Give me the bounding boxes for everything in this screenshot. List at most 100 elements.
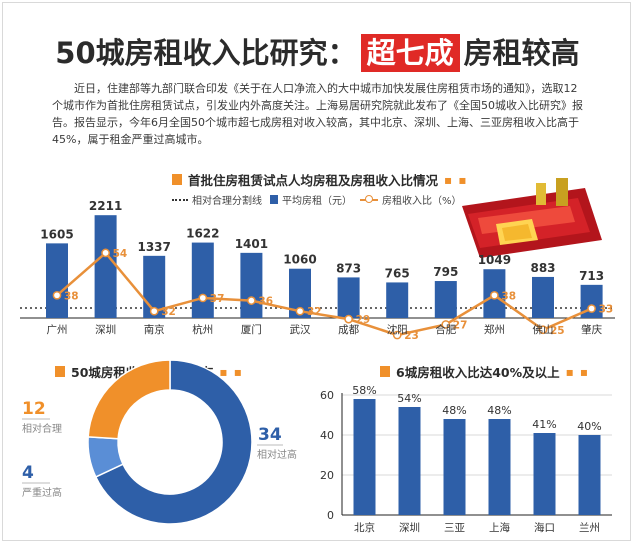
- page-title: 50城房租收入比研究： 超七成 房租较高: [0, 30, 635, 72]
- top-chart-legend: 相对合理分割线 平均房租（元） 房租收入比（%）: [172, 192, 470, 207]
- bar-value-label: 48%: [442, 404, 466, 417]
- legend-threshold-label: 相对合理分割线: [192, 196, 262, 207]
- section-square-icon: [380, 366, 390, 377]
- bar-value-label: 58%: [352, 384, 376, 397]
- city-tick-label: 杭州: [192, 323, 213, 336]
- ratio-bar: [353, 399, 376, 515]
- slice-name-label: 相对合理: [22, 422, 62, 435]
- rent-value-label: 2211: [89, 199, 122, 213]
- ratio-bar: [488, 419, 511, 515]
- rent-value-label: 1622: [186, 227, 219, 241]
- rent-value-label: 1337: [137, 240, 170, 254]
- ratio-label: 37: [210, 293, 225, 305]
- city-tick-label: 海口: [534, 521, 555, 534]
- ratio-label: 23: [404, 330, 419, 342]
- rent-value-label: 795: [433, 265, 458, 279]
- ratio-label: 36: [258, 296, 273, 308]
- rent-bar: [386, 282, 409, 318]
- city-tick-label: 深圳: [399, 522, 420, 534]
- legend-rent: 平均房租（元）: [270, 192, 352, 207]
- city-tick-label: 沈阳: [387, 323, 408, 336]
- rent-bar: [532, 276, 554, 318]
- slice-name-label: 相对过高: [257, 448, 297, 461]
- ratio-label: 25: [550, 325, 565, 337]
- ratio-point: [101, 248, 110, 258]
- section-square-icon: [172, 174, 182, 185]
- ratio-label: 38: [501, 290, 516, 302]
- line-marker-icon: [360, 194, 378, 203]
- top-chart-title: 首批住房租赁试点人均房租及房租收入比情况: [188, 173, 439, 188]
- section-dots-icon: ▪ ▪: [444, 172, 468, 187]
- rent-bar: [434, 281, 457, 318]
- title-highlight: 超七成: [360, 34, 460, 72]
- ratio-bar: [443, 419, 466, 515]
- ratio-bar: [533, 433, 556, 515]
- rent-bar: [337, 277, 360, 318]
- title-prefix: 50城房租收入比研究：: [55, 36, 357, 70]
- city-tick-label: 南京: [144, 323, 165, 336]
- city-tick-label: 上海: [489, 521, 510, 534]
- ratio-label: 38: [64, 290, 79, 302]
- city-tick-label: 合肥: [435, 323, 456, 336]
- page-frame: [2, 2, 631, 541]
- city-tick-label: 肇庆: [581, 323, 602, 336]
- city-tick-label: 成都: [338, 324, 359, 336]
- rent-value-label: 1049: [478, 253, 511, 267]
- bar-value-label: 40%: [577, 420, 601, 433]
- ratio-label: 32: [307, 306, 322, 318]
- ratio-label: 29: [356, 314, 371, 326]
- ratio-point: [490, 290, 499, 300]
- section-square-icon: [55, 366, 65, 377]
- bar-value-label: 48%: [487, 404, 511, 417]
- city-tick-label: 厦门: [241, 323, 262, 336]
- city-tick-label: 广州: [47, 324, 68, 336]
- ratio-bar: [398, 407, 421, 515]
- ratio-point: [52, 290, 62, 300]
- rent-bar: [94, 215, 117, 318]
- city-tick-label: 郑州: [484, 323, 505, 336]
- slice-value-label: 4: [22, 463, 34, 483]
- ratio-point: [198, 293, 208, 303]
- legend-ratio-label: 房租收入比（%）: [382, 196, 462, 207]
- rent-bar: [143, 255, 166, 318]
- legend-ratio: 房租收入比（%）: [360, 192, 462, 207]
- dotted-line-icon: [172, 198, 188, 201]
- city-tick-label: 深圳: [95, 324, 116, 336]
- slice-value-label: 34: [258, 425, 282, 445]
- rent-value-label: 713: [579, 269, 604, 283]
- y-tick-label: 60: [320, 389, 334, 402]
- y-tick-label: 40: [320, 429, 334, 442]
- top-chart-heading: 首批住房租赁试点人均房租及房租收入比情况 ▪ ▪: [172, 170, 467, 189]
- ratio-line: [56, 251, 593, 337]
- ratio-point: [149, 306, 159, 316]
- bar-swatch-icon: [270, 195, 278, 204]
- rent-value-label: 1401: [235, 237, 268, 251]
- city-tick-label: 三亚: [444, 522, 465, 534]
- intro-paragraph: 近日，住建部等九部门联合印发《关于在人口净流入的大中城市加快发展住房租赁市场的通…: [52, 82, 583, 146]
- ratio-label: 27: [453, 319, 468, 331]
- ratio-label: 54: [113, 248, 128, 260]
- rent-value-label: 1605: [40, 227, 73, 241]
- donut-slice: [87, 359, 171, 440]
- rent-bar: [289, 268, 311, 318]
- bar-chart-title: 6城房租收入比达40%及以上: [396, 365, 560, 380]
- donut-hole: [119, 391, 221, 493]
- ratio-point: [247, 296, 256, 305]
- slice-name-label: 严重过高: [22, 486, 62, 499]
- ratio-label: 33: [599, 304, 614, 316]
- red-envelope-icon: [462, 178, 602, 258]
- ratio-point: [441, 320, 451, 329]
- title-suffix: 房租较高: [463, 36, 580, 70]
- rent-value-label: 1060: [283, 253, 316, 267]
- rent-value-label: 765: [385, 266, 410, 280]
- slice-value-label: 12: [22, 399, 46, 419]
- city-tick-label: 佛山: [533, 323, 554, 336]
- ratio-point: [344, 314, 353, 324]
- bar-value-label: 41%: [532, 418, 556, 431]
- rent-value-label: 883: [530, 261, 555, 275]
- ratio-point: [587, 304, 596, 313]
